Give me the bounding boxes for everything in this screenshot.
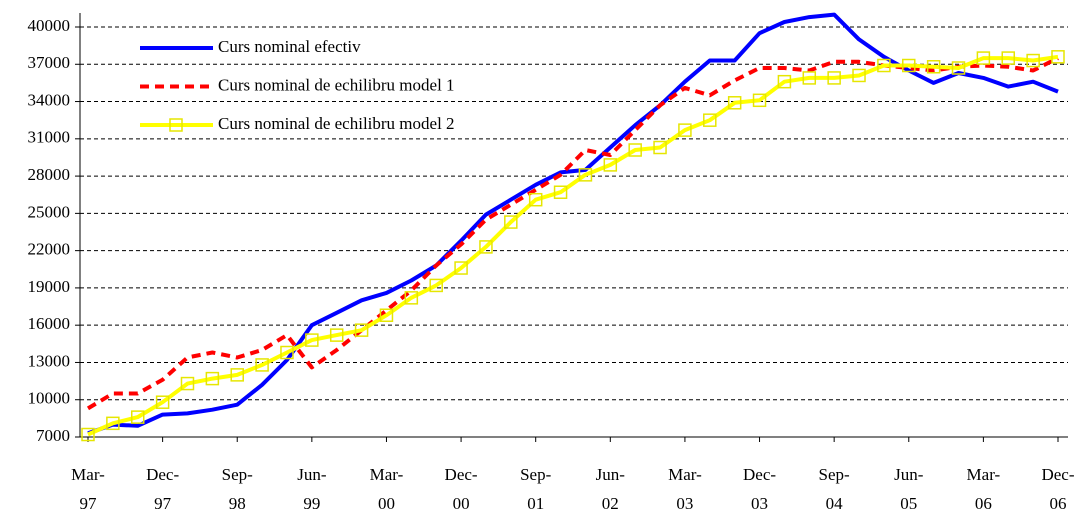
point-marker	[777, 74, 792, 89]
point-marker	[678, 123, 692, 137]
x-tick-label: Dec-06	[1041, 465, 1075, 513]
point-marker	[205, 371, 220, 386]
point-marker	[429, 278, 443, 293]
point-marker	[81, 427, 95, 442]
point-marker	[354, 323, 369, 337]
y-tick-label: 7000	[36, 426, 70, 445]
point-marker	[1001, 51, 1016, 65]
point-marker	[404, 291, 419, 305]
point-marker	[827, 71, 841, 85]
legend-marker	[169, 118, 183, 132]
point-marker	[106, 416, 120, 431]
point-marker	[180, 376, 195, 391]
x-tick-label: Dec-03	[743, 465, 777, 513]
y-tick-label: 28000	[28, 165, 71, 184]
y-tick-label: 31000	[28, 128, 71, 147]
x-tick-label: Jun-02	[595, 465, 625, 513]
point-marker	[852, 68, 866, 83]
point-marker	[926, 60, 941, 74]
x-tick-label: Jun-99	[297, 465, 327, 513]
y-tick-label: 13000	[28, 351, 71, 370]
point-marker	[628, 143, 642, 157]
point-marker	[230, 368, 244, 382]
point-marker	[504, 215, 518, 229]
point-marker	[280, 345, 294, 360]
point-marker	[479, 240, 493, 254]
point-marker	[528, 192, 543, 207]
x-tick-label: Mar-97	[71, 465, 105, 513]
y-tick-label: 37000	[28, 53, 71, 72]
x-tick-label: Dec-00	[444, 465, 478, 513]
point-marker	[130, 410, 145, 424]
x-tick-label: Dec-97	[146, 465, 180, 513]
y-tick-label: 34000	[28, 90, 71, 109]
point-marker	[155, 395, 170, 409]
x-tick-label: Sep-98	[221, 465, 253, 513]
x-tick-label: Jun-05	[894, 465, 924, 513]
point-marker	[305, 333, 319, 347]
point-marker	[877, 58, 891, 73]
point-marker	[454, 261, 468, 275]
point-marker	[802, 71, 817, 85]
point-marker	[1026, 53, 1040, 68]
point-marker	[329, 328, 344, 342]
point-marker	[752, 93, 767, 108]
point-marker	[703, 113, 717, 127]
series-line	[87, 54, 1059, 437]
legend-label: Curs nominal de echilibru model 1	[218, 75, 455, 94]
point-marker	[553, 185, 568, 199]
series-line	[86, 56, 1059, 411]
x-tick-label: Sep-01	[520, 465, 552, 513]
point-marker	[603, 158, 618, 172]
point-marker	[951, 61, 966, 75]
x-tick-label: Mar-06	[966, 465, 1001, 513]
point-marker	[1051, 50, 1065, 64]
x-tick-label: Mar-03	[668, 465, 702, 513]
y-tick-label: 22000	[28, 240, 71, 259]
point-marker	[902, 58, 916, 73]
y-tick-label: 40000	[28, 16, 71, 35]
point-marker	[379, 308, 394, 322]
point-marker	[653, 140, 667, 155]
y-tick-label: 16000	[28, 314, 71, 333]
legend-label: Curs nominal efectiv	[218, 37, 361, 56]
point-marker	[976, 51, 991, 65]
x-tick-label: Sep-04	[818, 465, 850, 513]
point-marker	[255, 358, 269, 372]
y-tick-label: 10000	[28, 389, 71, 408]
y-tick-label: 25000	[28, 202, 71, 221]
y-tick-label: 19000	[28, 277, 71, 296]
point-marker	[727, 96, 742, 110]
x-tick-label: Mar-00	[369, 465, 404, 513]
point-marker	[578, 168, 593, 182]
legend-label: Curs nominal de echilibru model 2	[218, 114, 455, 133]
